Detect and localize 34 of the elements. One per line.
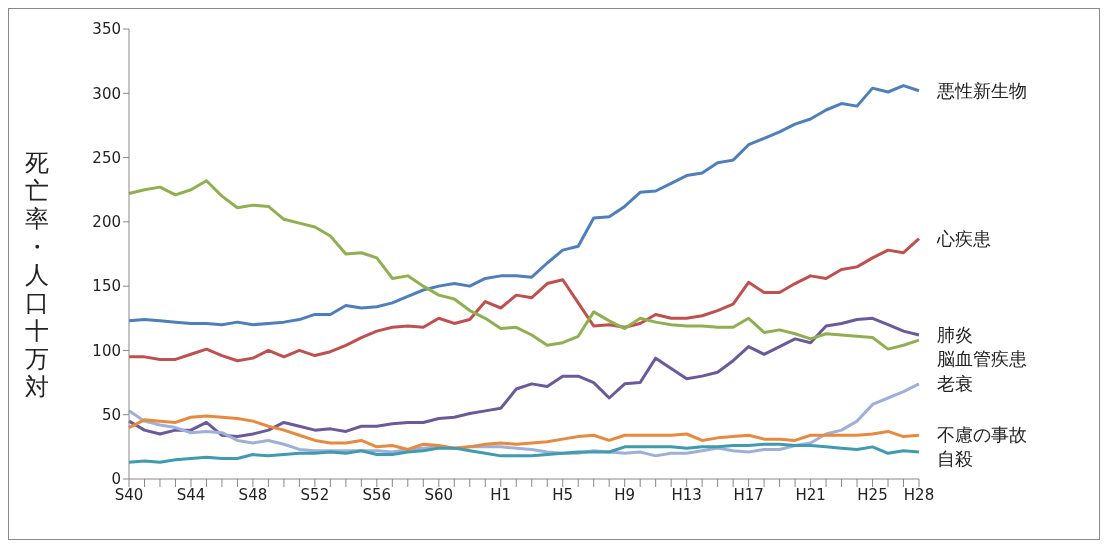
series-label: 悪性新生物 xyxy=(936,79,1027,101)
y-tick-label: 350 xyxy=(92,20,121,39)
x-tick-label: H17 xyxy=(733,485,764,504)
x-tick-label: H1 xyxy=(490,485,512,504)
x-tick-label: H21 xyxy=(795,485,826,504)
line-series xyxy=(127,442,921,464)
x-tick-label: H28 xyxy=(903,485,935,504)
line-series xyxy=(127,84,921,327)
line-series xyxy=(127,237,921,363)
y-tick-label: 300 xyxy=(92,84,121,103)
x-tick-label: S52 xyxy=(300,485,330,504)
y-tick-label: 250 xyxy=(92,148,121,167)
line-series xyxy=(127,414,921,451)
y-tick-label: 200 xyxy=(92,213,121,232)
series-label: 脳血管疾患 xyxy=(937,348,1027,369)
x-tick-label: S48 xyxy=(238,485,268,504)
x-tick-label: S44 xyxy=(176,485,206,504)
y-tick-label: 100 xyxy=(92,341,121,360)
x-tick-label: S56 xyxy=(362,485,392,504)
series-label: 老衰 xyxy=(937,372,973,394)
series-label: 自殺 xyxy=(937,448,973,470)
y-tick-label: 50 xyxy=(101,406,121,425)
x-tick-label: H13 xyxy=(671,485,702,504)
line-series xyxy=(127,316,921,439)
series-label: 肺炎 xyxy=(937,324,973,345)
y-tick-label: 150 xyxy=(92,277,121,296)
x-tick-label: H9 xyxy=(614,485,636,504)
x-tick-label: H25 xyxy=(857,485,888,504)
text: 死亡率・人口十万対 xyxy=(25,149,49,401)
series-label: 心疾患 xyxy=(936,227,991,249)
x-tick-label: H5 xyxy=(552,485,574,504)
series-label: 不慮の事故 xyxy=(937,424,1027,446)
x-tick-label: S60 xyxy=(424,485,454,504)
line-series xyxy=(127,179,921,351)
